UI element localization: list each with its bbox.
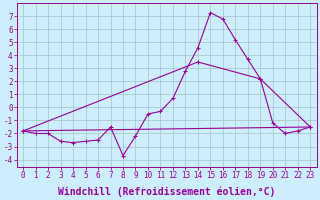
X-axis label: Windchill (Refroidissement éolien,°C): Windchill (Refroidissement éolien,°C)	[58, 186, 276, 197]
